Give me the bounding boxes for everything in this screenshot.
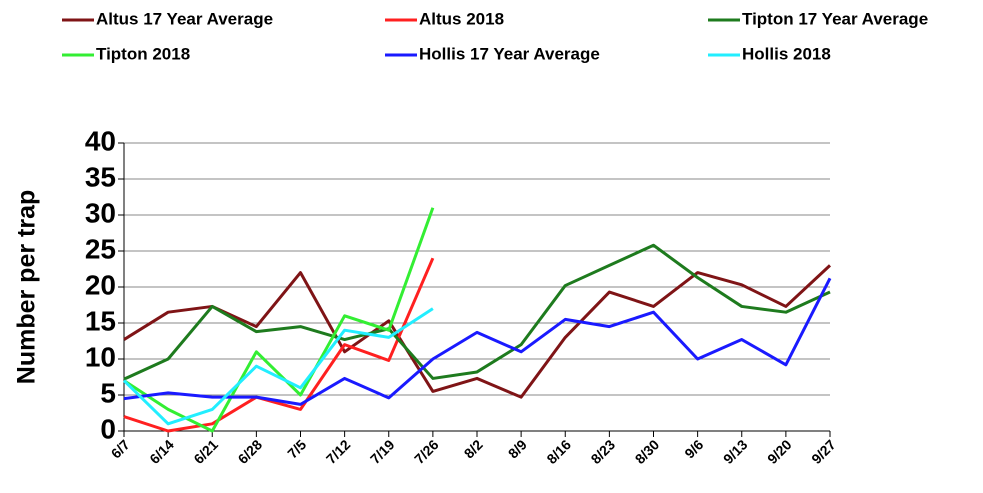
series-line bbox=[123, 207, 435, 433]
legend-label: Hollis 17 Year Average bbox=[419, 44, 600, 63]
y-axis-label: Number per trap bbox=[13, 190, 41, 384]
series-line bbox=[123, 243, 831, 381]
y-tick-label: 20 bbox=[85, 269, 116, 300]
x-tick-label: 7/12 bbox=[323, 436, 354, 467]
x-tick-label: 6/14 bbox=[146, 436, 177, 467]
series-line bbox=[122, 307, 434, 426]
y-tick-label: 10 bbox=[85, 341, 116, 372]
x-tick-label: 8/23 bbox=[588, 436, 619, 467]
x-tick-label: 9/27 bbox=[808, 436, 839, 467]
x-tick-label: 8/2 bbox=[461, 436, 486, 461]
x-tick-label: 8/9 bbox=[505, 436, 530, 461]
y-tick-label: 15 bbox=[85, 305, 116, 336]
y-tick-label: 5 bbox=[100, 377, 116, 408]
x-tick-label: 9/6 bbox=[681, 436, 706, 461]
legend-label: Tipton 2018 bbox=[96, 44, 190, 63]
x-tick-label: 7/5 bbox=[284, 436, 309, 461]
x-tick-label: 9/13 bbox=[720, 436, 751, 467]
y-tick-label: 30 bbox=[85, 197, 116, 228]
x-tick-label: 7/26 bbox=[411, 436, 442, 467]
x-tick-label: 6/21 bbox=[190, 436, 221, 467]
series-line bbox=[123, 264, 832, 399]
series-line bbox=[123, 257, 435, 433]
legend-label: Altus 2018 bbox=[419, 9, 504, 28]
x-tick-label: 7/19 bbox=[367, 436, 398, 467]
y-tick-label: 35 bbox=[85, 161, 116, 192]
y-tick-label: 0 bbox=[100, 413, 116, 444]
legend-label: Hollis 2018 bbox=[742, 44, 831, 63]
x-tick-label: 8/16 bbox=[543, 436, 574, 467]
y-tick-label: 25 bbox=[85, 233, 116, 264]
x-tick-label: 9/20 bbox=[764, 436, 795, 467]
y-tick-label: 40 bbox=[85, 125, 116, 156]
legend-label: Altus 17 Year Average bbox=[96, 9, 273, 28]
series-line bbox=[123, 277, 832, 406]
x-tick-label: 6/28 bbox=[235, 436, 266, 467]
x-tick-label: 8/30 bbox=[632, 436, 663, 467]
legend-label: Tipton 17 Year Average bbox=[742, 9, 928, 28]
